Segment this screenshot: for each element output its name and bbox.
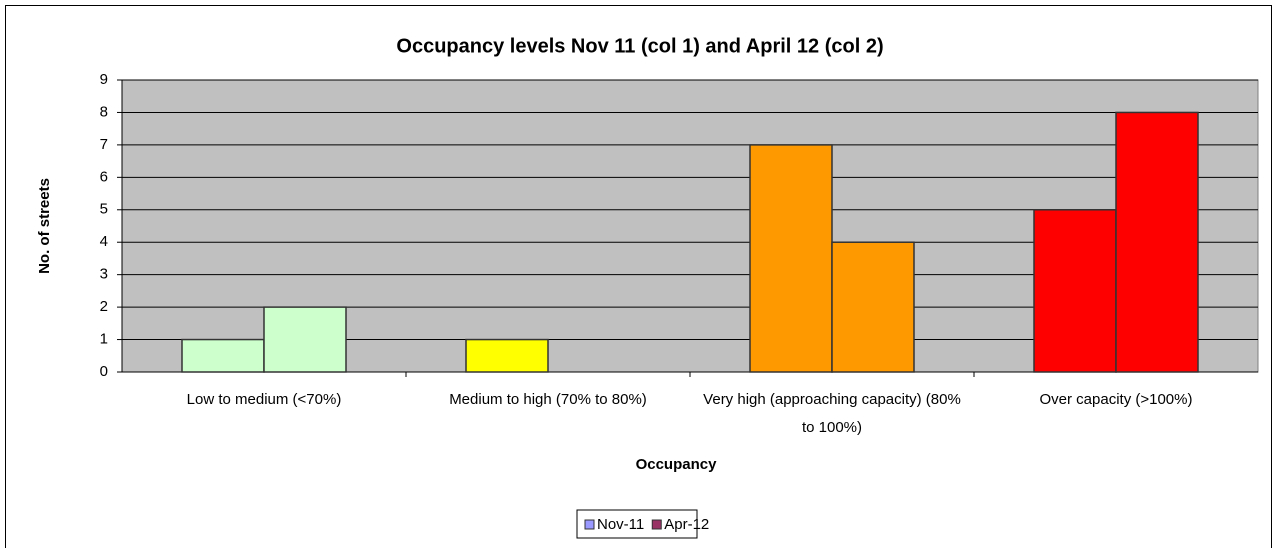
bar: [181, 338, 265, 373]
x-tick-label: Medium to high (70% to 80%): [449, 391, 647, 408]
bar: [1033, 209, 1117, 373]
y-tick-label: 8: [100, 103, 108, 120]
y-tick-label: 9: [100, 71, 108, 88]
y-tick-label: 6: [100, 168, 108, 185]
legend-swatch: [584, 519, 595, 530]
y-tick-label: 1: [100, 331, 108, 348]
bar: [1115, 111, 1199, 373]
bar: [831, 241, 915, 373]
y-tick-label: 7: [100, 136, 108, 153]
legend-label: Apr-12: [664, 516, 709, 533]
legend-swatch: [651, 519, 662, 530]
x-axis-title: Occupancy: [636, 456, 718, 473]
y-axis-title: No. of streets: [36, 178, 53, 274]
bar: [263, 306, 347, 373]
legend-box: [576, 509, 698, 539]
y-tick-label: 4: [100, 233, 108, 250]
x-tick-label: Very high (approaching capacity) (80% to…: [703, 391, 961, 436]
legend-label: Nov-11: [597, 516, 644, 533]
bar: [749, 144, 833, 373]
x-tick-label: Low to medium (<70%): [186, 391, 342, 408]
y-tick-label: 5: [100, 201, 108, 218]
bar: [465, 338, 549, 373]
y-tick-label: 0: [100, 363, 108, 380]
y-tick-label: 3: [100, 266, 108, 283]
chart-title: Occupancy levels Nov 11 (col 1) and Apri…: [396, 35, 883, 57]
y-tick-label: 2: [100, 298, 108, 315]
x-tick-label: Over capacity (>100%): [1039, 391, 1193, 408]
